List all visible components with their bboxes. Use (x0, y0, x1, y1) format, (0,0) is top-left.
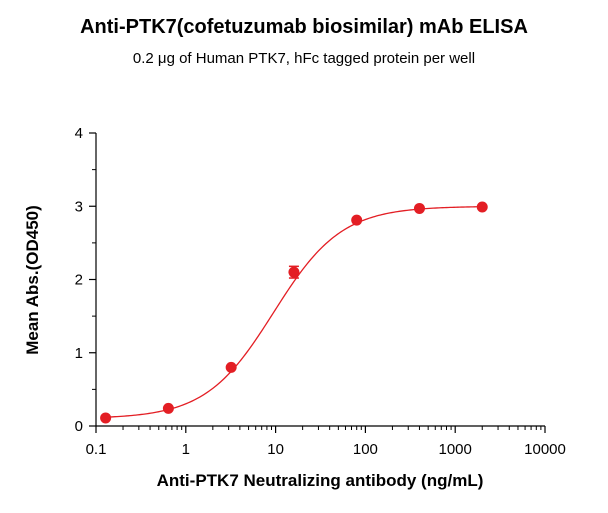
x-tick-label: 100 (353, 441, 378, 458)
y-tick-label: 3 (75, 198, 83, 215)
chart-subtitle: 0.2 μg of Human PTK7, hFc tagged protein… (132, 50, 476, 67)
y-tick-label: 4 (75, 125, 83, 142)
x-axis-label: Anti-PTK7 Neutralizing antibody (ng/mL) (157, 471, 484, 490)
y-tick-label: 2 (75, 272, 83, 289)
data-point (225, 361, 237, 373)
axes: 0.1 1 10 100 1000 10000 0 1 2 3 4 (75, 125, 566, 458)
y-axis-label: Mean Abs.(OD450) (23, 205, 42, 355)
x-tick-label: 10 (267, 441, 284, 458)
fit-curve (105, 206, 483, 418)
data-point (288, 266, 300, 278)
data-point (100, 412, 112, 424)
x-tick-label: 1 (182, 441, 190, 458)
x-tick-label: 0.1 (86, 441, 107, 458)
x-tick-label: 10000 (524, 441, 566, 458)
chart-title: Anti-PTK7(cofetuzumab biosimilar) mAb EL… (80, 16, 528, 38)
y-tick-label: 1 (75, 345, 83, 362)
data-point (162, 402, 174, 414)
data-points (100, 201, 488, 424)
data-point (476, 201, 488, 213)
data-point (351, 214, 363, 226)
data-point (413, 202, 425, 214)
x-tick-label: 1000 (439, 441, 472, 458)
y-tick-label: 0 (75, 418, 83, 435)
